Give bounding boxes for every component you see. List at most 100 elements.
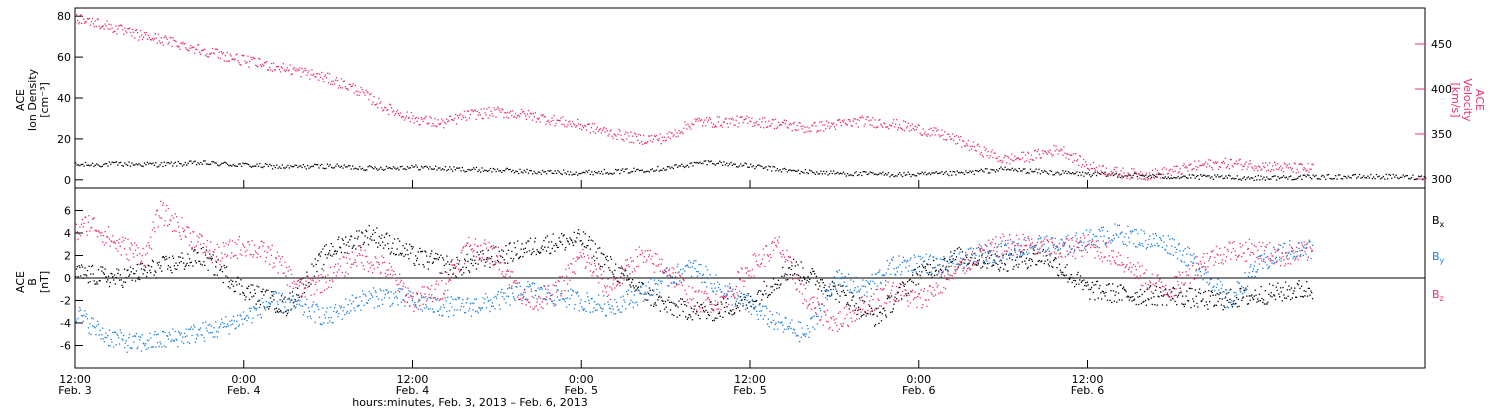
field-point-bx — [180, 260, 182, 263]
field-point-by — [86, 313, 88, 315]
velocity-point — [1003, 157, 1005, 159]
field-point-by — [545, 298, 547, 301]
field-point-bx — [334, 250, 337, 252]
density-point — [1370, 173, 1372, 176]
density-point — [693, 161, 696, 163]
field-point-by — [551, 300, 553, 303]
density-point — [1013, 169, 1015, 172]
density-point — [651, 168, 653, 170]
field-point-bx — [112, 276, 114, 278]
field-point-by — [611, 305, 613, 307]
field-point-by — [912, 269, 915, 271]
velocity-point — [326, 77, 328, 79]
field-point-bx — [811, 268, 813, 270]
field-point-by — [823, 305, 825, 307]
field-point-by — [637, 289, 640, 291]
velocity-point — [533, 116, 535, 118]
field-point-bx — [896, 291, 899, 293]
velocity-point — [833, 122, 835, 124]
field-point-by — [1111, 239, 1113, 241]
field-point-by — [898, 255, 900, 257]
field-point-by — [561, 293, 563, 295]
field-point-bx — [1204, 290, 1207, 293]
field-point-by — [1050, 253, 1052, 255]
velocity-point — [253, 57, 255, 59]
velocity-point — [331, 83, 334, 86]
field-point-bx — [1081, 280, 1083, 282]
velocity-point — [1268, 169, 1270, 171]
velocity-point — [1163, 167, 1165, 169]
field-point-bx — [474, 262, 477, 264]
field-point-bx — [1082, 288, 1084, 291]
velocity-point — [1042, 152, 1044, 155]
field-point-by — [374, 290, 376, 292]
velocity-point — [1295, 172, 1297, 174]
field-point-bx — [265, 289, 267, 291]
velocity-point — [659, 133, 661, 135]
field-point-by — [607, 301, 609, 303]
field-point-bx — [617, 280, 619, 282]
velocity-point — [296, 70, 298, 72]
field-point-by — [1106, 242, 1108, 244]
field-point-bx — [1033, 249, 1035, 251]
field-point-bx — [1057, 274, 1059, 276]
field-point-bx — [824, 284, 826, 286]
field-point-by — [388, 291, 390, 293]
field-point-bx — [491, 255, 493, 258]
velocity-point — [104, 23, 106, 25]
velocity-point — [1261, 168, 1263, 170]
field-point-by — [453, 309, 456, 311]
field-point-by — [341, 318, 343, 320]
density-point — [1365, 177, 1368, 179]
density-point — [501, 171, 503, 174]
field-point-by — [917, 255, 920, 257]
field-point-bx — [286, 312, 289, 315]
velocity-point — [890, 124, 892, 127]
density-point — [233, 165, 236, 167]
velocity-point — [1276, 163, 1279, 165]
field-point-bx — [103, 273, 105, 275]
velocity-point — [320, 76, 322, 78]
field-point-bx — [1254, 289, 1256, 291]
field-point-by — [951, 255, 953, 257]
density-point — [585, 170, 587, 172]
field-point-by — [877, 271, 879, 274]
velocity-point — [1253, 169, 1255, 171]
velocity-point — [661, 136, 663, 138]
velocity-point — [900, 127, 903, 130]
field-point-bx — [91, 264, 94, 267]
field-point-by — [1079, 249, 1081, 251]
velocity-point — [1190, 163, 1192, 165]
velocity-point — [919, 132, 921, 134]
velocity-point — [858, 119, 860, 121]
field-point-by — [590, 298, 592, 300]
field-point-by — [266, 306, 268, 308]
velocity-point — [1297, 171, 1299, 173]
field-point-bx — [431, 262, 434, 264]
density-point — [235, 165, 237, 167]
field-point-by — [96, 320, 99, 322]
velocity-point — [84, 21, 87, 23]
velocity-point — [205, 53, 208, 55]
field-point-by — [521, 299, 523, 302]
field-point-by — [329, 306, 332, 308]
velocity-point — [108, 23, 110, 25]
field-point-bx — [787, 279, 789, 281]
field-point-by — [480, 307, 483, 309]
density-point — [859, 171, 861, 174]
velocity-point — [610, 129, 612, 131]
field-point-bx — [716, 317, 718, 319]
field-point-bx — [227, 286, 229, 288]
velocity-point — [1302, 169, 1304, 171]
velocity-point — [1028, 161, 1031, 163]
field-point-bx — [1306, 295, 1309, 297]
field-point-by — [363, 304, 365, 306]
density-point — [899, 172, 901, 174]
density-point — [581, 172, 583, 174]
velocity-point — [1296, 168, 1298, 171]
field-point-by — [117, 334, 119, 336]
velocity-point — [519, 116, 521, 118]
density-point — [724, 164, 726, 166]
density-point — [1329, 177, 1331, 180]
